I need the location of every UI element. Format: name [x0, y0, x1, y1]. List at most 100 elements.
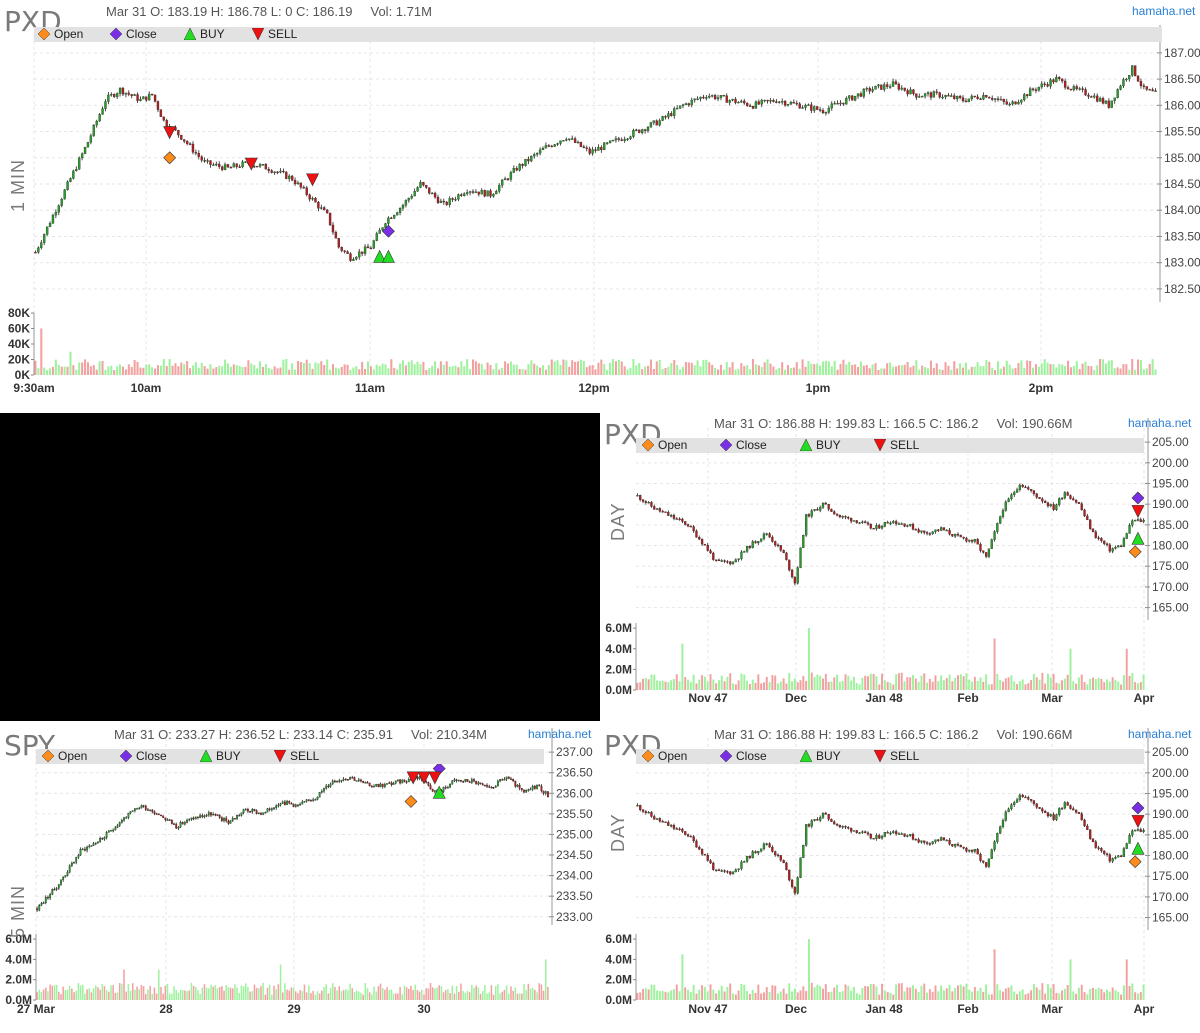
volume-bar	[909, 367, 912, 375]
volume-bar	[1026, 360, 1029, 375]
volume-bar	[900, 365, 903, 375]
volume-bar	[180, 362, 183, 375]
volume-bar	[509, 361, 512, 375]
volume-bar	[488, 992, 490, 1000]
volume-bar	[436, 368, 440, 375]
volume-bar	[518, 368, 521, 375]
candle-up	[296, 182, 300, 185]
volume-bar	[782, 988, 785, 1000]
candle-down	[1081, 88, 1084, 90]
volume-bar	[681, 366, 685, 375]
candle-down	[582, 146, 586, 148]
candle-down	[197, 153, 200, 157]
candle-up	[139, 98, 142, 101]
sell-marker	[406, 771, 420, 785]
candle-up	[120, 820, 123, 823]
volume-bar	[945, 988, 948, 1000]
candle-up	[188, 818, 191, 821]
candle-down	[982, 550, 985, 553]
candle-up	[397, 779, 399, 781]
price-chart[interactable]: 165.00170.00175.00180.00185.00190.00195.…	[600, 724, 1200, 1033]
candle-up	[1055, 504, 1058, 510]
candle-up	[480, 189, 483, 195]
volume-bar	[861, 677, 864, 690]
volume-bar	[36, 992, 38, 1000]
candle-down	[47, 897, 49, 899]
source-link[interactable]: hamaha.net	[528, 727, 592, 741]
candle-up	[556, 143, 559, 145]
candle-down	[270, 170, 273, 173]
volume-bar	[134, 989, 136, 1000]
candle-down	[903, 87, 906, 91]
volume-bar	[848, 361, 851, 375]
volume-bar	[51, 985, 54, 1000]
candle-down	[127, 92, 130, 95]
volume-bar	[959, 363, 962, 375]
candle-up	[897, 833, 901, 835]
y-tick-label: 175.00	[1152, 559, 1189, 573]
volume-bar	[732, 993, 735, 1000]
volume-bar	[140, 984, 143, 1000]
volume-bar	[416, 361, 419, 375]
candle-down	[328, 212, 332, 226]
source-link[interactable]: hamaha.net	[1128, 416, 1192, 430]
volume-bar	[781, 362, 784, 375]
candle-up	[194, 816, 197, 820]
candle-up	[734, 869, 737, 873]
candle-up	[529, 788, 532, 791]
candle-up	[830, 103, 833, 109]
volume-bar	[131, 983, 134, 1000]
price-chart[interactable]: 165.00170.00175.00180.00185.00190.00195.…	[600, 413, 1200, 721]
candle-down	[1014, 101, 1017, 105]
volume-bar	[266, 987, 269, 1000]
legend-bar: Open Close BUY SELL	[636, 438, 1144, 453]
volume-tick-label: 6.0M	[5, 932, 32, 946]
volume-bar	[364, 983, 367, 1000]
volume-bar	[527, 983, 530, 1000]
candle-up	[1013, 802, 1016, 805]
volume-bar	[644, 366, 647, 375]
volume-bar	[468, 992, 471, 1000]
volume-bar	[455, 986, 458, 1000]
volume-bar	[84, 359, 87, 375]
volume-bar	[288, 369, 291, 375]
volume-bar	[1090, 366, 1093, 375]
volume-bar	[639, 682, 642, 690]
candle-down	[253, 809, 256, 811]
source-link[interactable]: hamaha.net	[1128, 727, 1192, 741]
candle-up	[78, 157, 81, 170]
candle-down	[717, 559, 721, 562]
volume-bar	[737, 680, 740, 690]
volume-bar	[565, 360, 568, 375]
candle-up	[892, 521, 895, 524]
candle-up	[1020, 99, 1023, 103]
candle-up	[94, 842, 97, 845]
volume-bar	[165, 365, 168, 375]
y-tick-label: 200.00	[1152, 456, 1189, 470]
candle-up	[871, 89, 874, 92]
chart-panel-pxd-day-1: 165.00 170.00 175.00 180.00 185.00 190.00 195.…	[600, 413, 1200, 721]
volume-bar	[533, 363, 536, 375]
candle-down	[667, 512, 670, 516]
price-chart[interactable]: 233.00233.50234.00234.50235.00235.50236.…	[0, 724, 600, 1033]
source-link[interactable]: hamaha.net	[1132, 4, 1196, 18]
volume-bar	[413, 364, 416, 375]
volume-bar	[539, 367, 542, 375]
volume-bar	[1083, 992, 1086, 1000]
candle-up	[301, 801, 304, 805]
volume-bar	[1066, 674, 1069, 690]
volume-bar	[886, 992, 889, 1000]
candle-down	[687, 103, 691, 106]
volume-bar	[512, 364, 515, 375]
volume-bar	[1080, 674, 1083, 690]
candle-up	[524, 158, 527, 166]
price-chart[interactable]: 182.50183.00183.50184.00184.50185.00185.…	[0, 0, 1200, 405]
candle-up	[673, 108, 676, 116]
volume-bar	[186, 991, 188, 1000]
candle-up	[861, 521, 864, 523]
y-tick-label: 185.50	[1164, 125, 1200, 139]
ohlc-header: Mar 31 O: 186.88 H: 199.83 L: 166.5 C: 1…	[714, 727, 1073, 742]
candle-down	[1029, 489, 1033, 491]
candle-down	[600, 147, 603, 151]
candle-down	[722, 95, 726, 97]
